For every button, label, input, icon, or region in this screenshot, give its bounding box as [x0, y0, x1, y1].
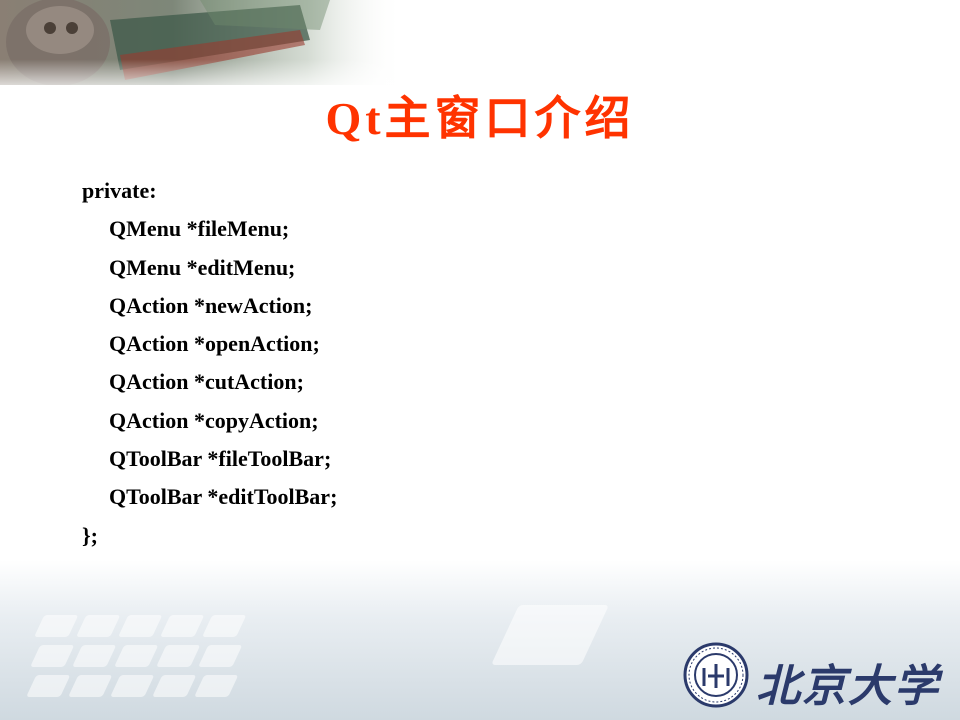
code-line-member: QToolBar *editToolBar; — [109, 484, 338, 510]
code-line-member: QToolBar *fileToolBar; — [109, 446, 332, 472]
code-line-header: private: — [82, 178, 157, 203]
code-line-member: QMenu *editMenu; — [109, 254, 296, 280]
code-line-member: QAction *openAction; — [109, 331, 320, 357]
code-line-member: QMenu *fileMenu; — [109, 216, 290, 242]
code-block: private: QMenu *fileMenu; QMenu *editMen… — [82, 172, 337, 555]
code-line-member: QAction *cutAction; — [109, 369, 304, 395]
header-photo — [0, 0, 960, 85]
code-line-member: QAction *newAction; — [109, 292, 313, 318]
university-seal-icon — [683, 642, 749, 708]
code-line-footer: }; — [82, 522, 98, 548]
slide-title: Qt主窗口介绍 — [325, 93, 635, 144]
keyboard-background — [0, 560, 960, 720]
university-name: 北京大学 — [756, 661, 940, 712]
code-line-member: QAction *copyAction; — [109, 407, 319, 433]
